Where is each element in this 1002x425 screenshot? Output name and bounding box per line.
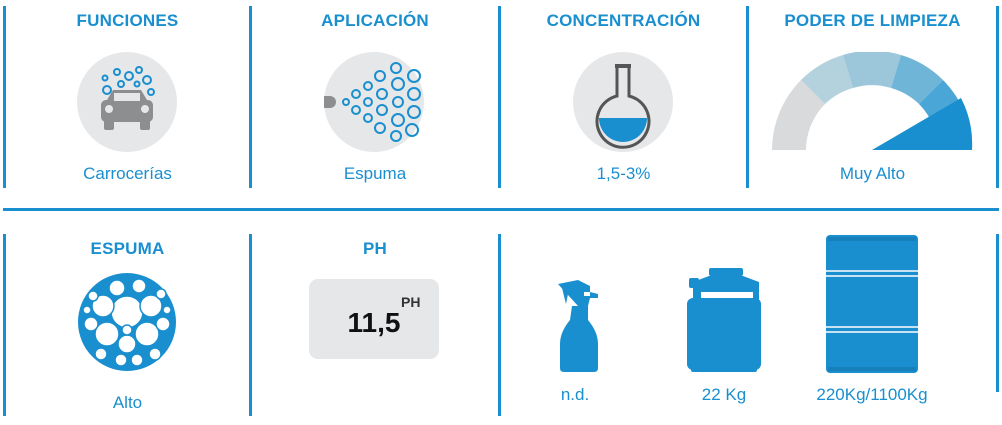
divider <box>249 234 252 416</box>
divider <box>3 6 6 188</box>
jerrycan-icon <box>687 268 761 377</box>
packaging-label-drum: 220Kg/1100Kg <box>816 385 928 404</box>
divider <box>996 6 999 188</box>
car-wash-icon <box>77 52 177 157</box>
espuma-value: Alto <box>112 393 143 412</box>
divider <box>746 6 749 188</box>
funciones-cell: FUNCIONES Carrocerías <box>6 0 249 205</box>
foam-bubbles-icon <box>77 272 177 377</box>
flask-icon <box>573 52 673 157</box>
packaging-label-jerrycan: 22 Kg <box>701 385 747 404</box>
poder-limpieza-cell: PODER DE LIMPIEZA Muy Alto <box>749 0 996 205</box>
ph-box: 11,5 PH <box>309 279 439 359</box>
poder-limpieza-value: Muy Alto <box>839 164 906 183</box>
espuma-title: ESPUMA <box>90 239 165 258</box>
ph-title: PH <box>362 239 388 258</box>
aplicacion-cell: APLICACIÓN <box>252 0 498 205</box>
divider <box>498 234 501 416</box>
packaging-label-spray: n.d. <box>560 385 590 404</box>
concentracion-value: 1,5-3% <box>596 164 651 183</box>
divider <box>3 208 999 211</box>
aplicacion-title: APLICACIÓN <box>321 11 429 30</box>
funciones-value: Carrocerías <box>83 164 172 183</box>
ph-cell: PH 11,5 PH <box>252 228 498 425</box>
divider <box>996 234 999 392</box>
spray-bottle-icon <box>554 280 604 377</box>
funciones-title: FUNCIONES <box>76 11 179 30</box>
drum-icon <box>823 235 921 378</box>
ph-unit: PH <box>401 294 421 310</box>
divider <box>498 6 501 188</box>
aplicacion-value: Espuma <box>343 164 407 183</box>
concentracion-cell: CONCENTRACIÓN 1,5-3% <box>501 0 746 205</box>
concentracion-title: CONCENTRACIÓN <box>546 11 701 30</box>
gauge-icon <box>771 50 973 157</box>
packaging-cell: n.d. 22 Kg 220Kg/1100Kg <box>501 228 996 425</box>
poder-limpieza-title: PODER DE LIMPIEZA <box>784 11 961 30</box>
ph-value: 11,5 <box>347 307 401 338</box>
foam-spray-icon <box>324 52 424 157</box>
divider <box>3 234 6 416</box>
divider <box>249 6 252 188</box>
espuma-cell: ESPUMA <box>6 228 249 425</box>
